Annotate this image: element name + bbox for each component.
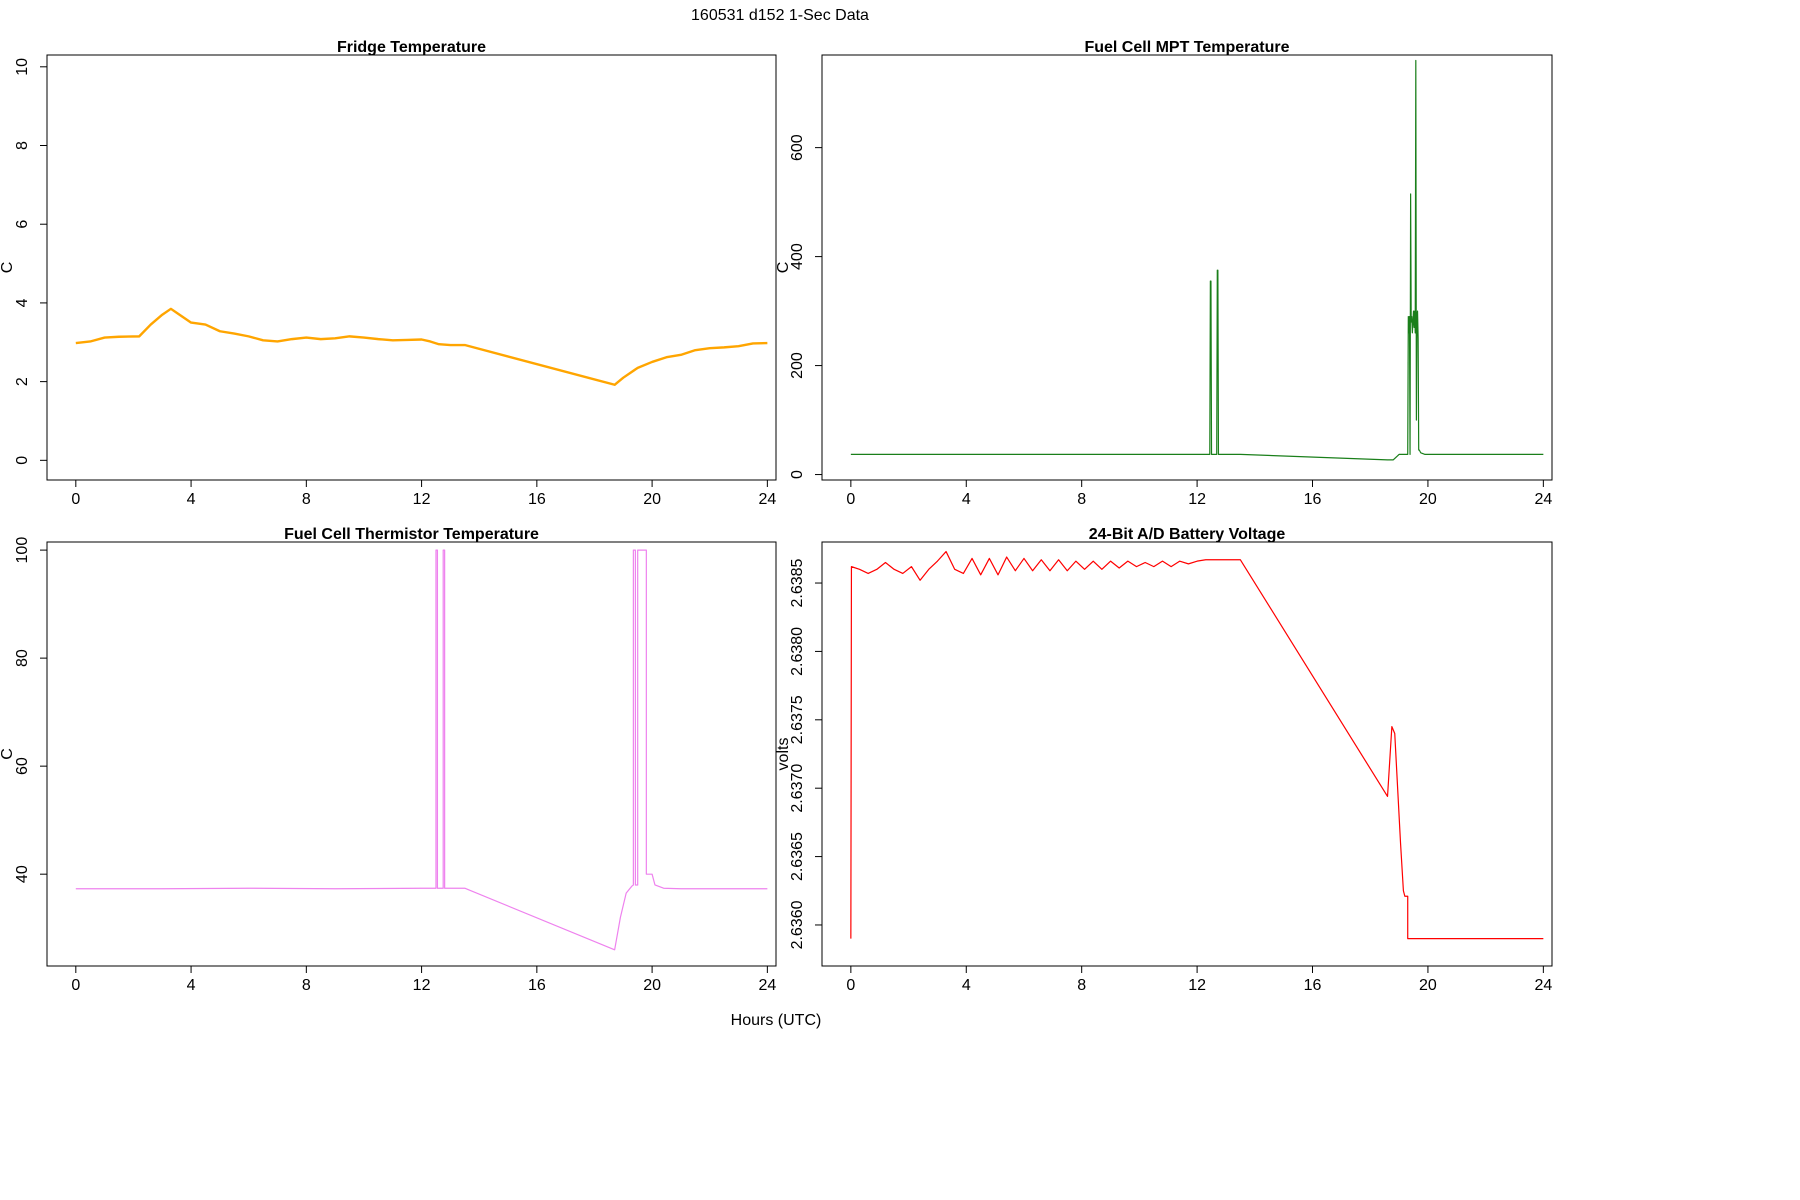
y-tick-label: 600 bbox=[789, 134, 806, 161]
x-axis: 0 4 8 12 16 20 24 bbox=[71, 966, 776, 994]
y-tick-label: 2.6385 bbox=[789, 558, 806, 607]
y-tick-label: 4 bbox=[14, 298, 31, 307]
series-line bbox=[850, 59, 1544, 461]
chart-title: Fuel Cell Thermistor Temperature bbox=[284, 526, 539, 543]
x-tick-label: 4 bbox=[962, 491, 971, 508]
x-axis: 0 4 8 12 16 20 24 bbox=[846, 966, 1552, 994]
y-tick-label: 2.6375 bbox=[789, 695, 806, 744]
x-tick-label: 24 bbox=[1534, 491, 1552, 508]
y-axis: 2.6360 2.6365 2.6370 2.6375 2.6380 2.6385 bbox=[789, 558, 822, 949]
x-tick-label: 8 bbox=[1077, 977, 1086, 994]
y-axis-label: volts bbox=[775, 738, 792, 771]
x-tick-label: 4 bbox=[187, 491, 196, 508]
y-tick-label: 2.6370 bbox=[789, 764, 806, 813]
y-tick-label: 2 bbox=[14, 377, 31, 386]
series-line bbox=[75, 307, 768, 386]
x-tick-label: 16 bbox=[1304, 977, 1322, 994]
y-tick-label: 8 bbox=[14, 141, 31, 150]
plot-frame bbox=[821, 54, 1553, 481]
y-tick-label: 10 bbox=[14, 58, 31, 76]
chart-title: Fridge Temperature bbox=[337, 39, 486, 56]
x-tick-label: 12 bbox=[413, 491, 431, 508]
series-line bbox=[75, 549, 768, 951]
y-tick-label: 400 bbox=[789, 243, 806, 270]
panel-fuel-cell-mpt-temperature: Fuel Cell MPT Temperature C 0 4 8 12 16 20 24 0 20… bbox=[775, 39, 1553, 508]
x-tick-label: 8 bbox=[302, 491, 311, 508]
y-tick-label: 6 bbox=[14, 220, 31, 229]
y-axis-label: C bbox=[0, 748, 16, 760]
x-tick-label: 20 bbox=[643, 977, 661, 994]
panel-fuel-cell-thermistor-temperature: Fuel Cell Thermistor Temperature C 0 4 8 12 16… bbox=[0, 526, 777, 994]
y-tick-label: 80 bbox=[14, 649, 31, 667]
y-tick-label: 2.6365 bbox=[789, 832, 806, 881]
y-tick-label: 2.6360 bbox=[789, 900, 806, 949]
y-axis-label: C bbox=[775, 262, 792, 274]
x-tick-label: 4 bbox=[962, 977, 971, 994]
x-tick-label: 12 bbox=[1188, 977, 1206, 994]
x-tick-label: 0 bbox=[846, 977, 855, 994]
x-axis: 0 4 8 12 16 20 24 bbox=[71, 480, 776, 508]
x-tick-label: 4 bbox=[187, 977, 196, 994]
chart-title: 24-Bit A/D Battery Voltage bbox=[1089, 526, 1286, 543]
series-line bbox=[850, 550, 1544, 940]
y-tick-label: 100 bbox=[14, 537, 31, 564]
y-axis: 0 2 4 6 8 10 bbox=[14, 58, 47, 465]
x-tick-label: 12 bbox=[413, 977, 431, 994]
y-tick-label: 0 bbox=[14, 456, 31, 465]
x-axis: 0 4 8 12 16 20 24 bbox=[846, 480, 1552, 508]
x-tick-label: 24 bbox=[758, 491, 776, 508]
x-tick-label: 16 bbox=[528, 491, 546, 508]
x-tick-label: 20 bbox=[643, 491, 661, 508]
y-tick-label: 60 bbox=[14, 757, 31, 775]
x-tick-label: 24 bbox=[758, 977, 776, 994]
x-tick-label: 0 bbox=[846, 491, 855, 508]
y-tick-label: 40 bbox=[14, 865, 31, 883]
x-tick-label: 16 bbox=[1304, 491, 1322, 508]
y-axis-label: C bbox=[0, 262, 16, 274]
x-axis-label: Hours (UTC) bbox=[730, 1012, 822, 1029]
x-tick-label: 8 bbox=[302, 977, 311, 994]
x-tick-label: 8 bbox=[1077, 491, 1086, 508]
plot-frame bbox=[821, 541, 1553, 967]
x-tick-label: 20 bbox=[1419, 491, 1437, 508]
y-tick-label: 0 bbox=[789, 470, 806, 479]
plot-frame bbox=[46, 54, 777, 481]
plot-frame bbox=[46, 541, 777, 967]
y-tick-label: 200 bbox=[789, 352, 806, 379]
x-tick-label: 20 bbox=[1419, 977, 1437, 994]
x-tick-label: 0 bbox=[71, 977, 80, 994]
x-tick-label: 12 bbox=[1188, 491, 1206, 508]
x-tick-label: 24 bbox=[1534, 977, 1552, 994]
figure-supertitle: 160531 d152 1-Sec Data bbox=[691, 7, 869, 24]
y-axis: 0 200 400 600 bbox=[789, 134, 822, 479]
panel-battery-voltage: 24-Bit A/D Battery Voltage volts 0 4 8 12 16 20… bbox=[775, 526, 1553, 994]
x-tick-label: 16 bbox=[528, 977, 546, 994]
y-axis: 40 60 80 100 bbox=[14, 537, 47, 883]
x-tick-label: 0 bbox=[71, 491, 80, 508]
y-tick-label: 2.6380 bbox=[789, 627, 806, 676]
chart-title: Fuel Cell MPT Temperature bbox=[1084, 39, 1289, 56]
